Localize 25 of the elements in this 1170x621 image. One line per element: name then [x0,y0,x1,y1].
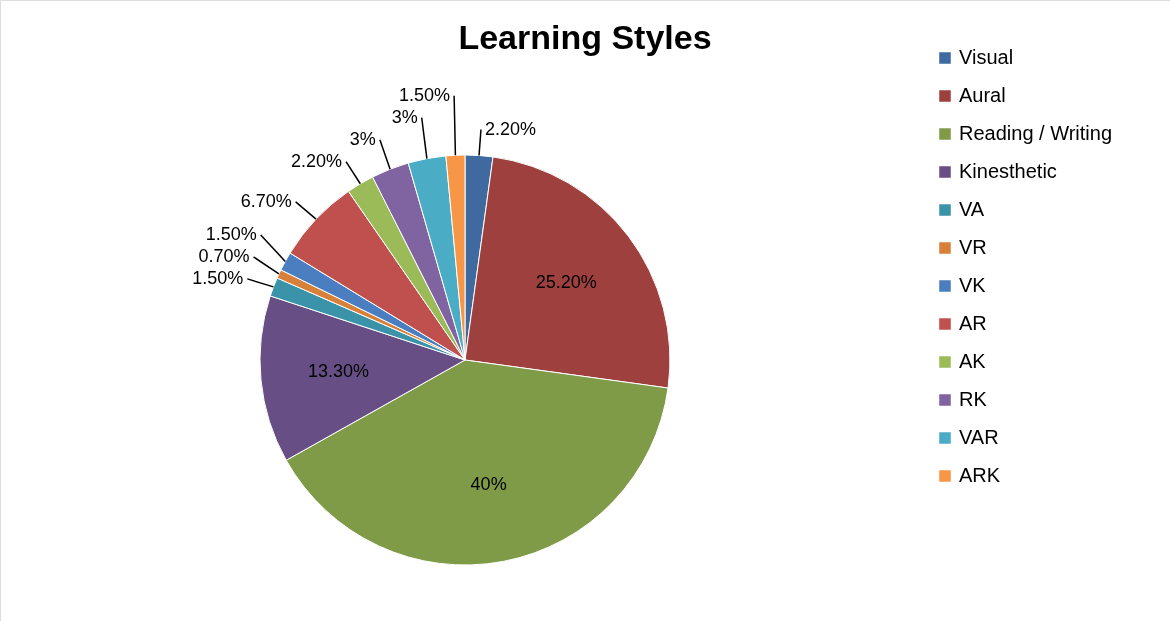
data-label: 13.30% [307,361,370,382]
data-label: 40% [470,473,507,494]
data-label: 1.50% [192,267,244,288]
legend-label: RK [959,388,988,410]
legend-label: AR [959,312,987,334]
data-label: 1.50% [399,84,451,105]
data-label: 6.70% [240,190,292,211]
data-label: 0.70% [198,245,250,266]
data-label: 2.20% [484,118,537,139]
legend-label: Aural [959,84,1006,106]
legend-label: VR [959,236,987,258]
legend-label: Reading / Writing [959,122,1113,144]
legend-label: VK [959,274,987,296]
legend-label: AK [959,350,987,372]
data-label: 3% [391,106,418,127]
chart-title: Learning Styles [458,18,712,56]
legend-label: VA [959,198,985,220]
legend-label: Kinesthetic [959,160,1057,182]
legend-label: VAR [959,426,999,448]
legend-label: ARK [959,464,1001,486]
data-label: 1.50% [205,223,257,244]
data-label: 2.20% [290,150,342,171]
data-label: 25.20% [535,272,597,293]
data-label: 3% [349,128,376,149]
legend-label: Visual [959,46,1014,68]
